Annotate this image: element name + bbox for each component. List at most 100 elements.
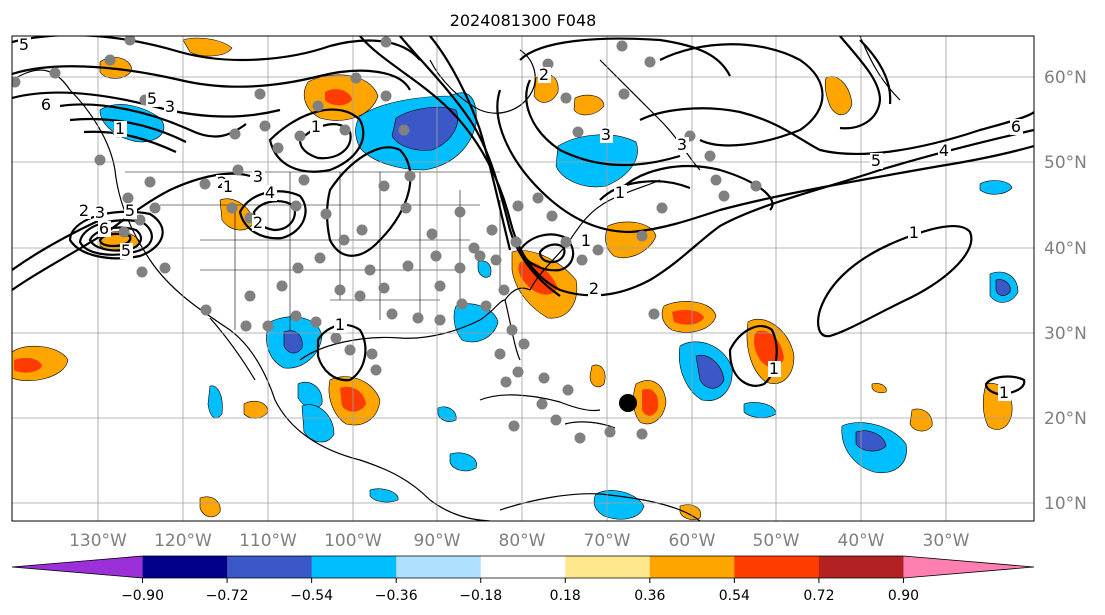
station-dot: [604, 426, 616, 438]
contour-label-bg: [908, 225, 921, 241]
station-dot: [468, 242, 480, 254]
contour-label-bg: [538, 67, 551, 83]
station-dot: [616, 40, 628, 52]
contour-line: [519, 37, 731, 77]
shading-layer: [12, 37, 1019, 520]
contour-label-bg: [264, 185, 277, 201]
colorbar-bin: [142, 556, 228, 578]
contour-labels: 56531235234651213123165421111: [18, 35, 1023, 402]
contour-line: [359, 36, 1034, 297]
station-dot: [298, 174, 310, 186]
map-frame: [11, 35, 1035, 522]
station-dot: [562, 384, 574, 396]
station-dot: [232, 164, 244, 176]
map-panel: 56531235234651213123165421111: [11, 35, 1035, 522]
latitude-label: 20°N: [1044, 409, 1087, 429]
contour-label-bg: [310, 119, 323, 135]
contour-label-bg: [114, 121, 127, 137]
longitude-label: 130°W: [69, 531, 127, 551]
longitude-label: 110°W: [239, 531, 297, 551]
contour-label-bg: [614, 185, 627, 201]
contour-line: [859, 39, 892, 105]
station-dot: [259, 120, 271, 132]
station-dot: [456, 298, 468, 310]
contour-label: 5: [19, 35, 29, 54]
colorbar-tick-label: −0.18: [459, 588, 502, 604]
station-dot: [532, 192, 544, 204]
station-dot: [312, 100, 324, 112]
colorbar-bin: [396, 556, 482, 578]
contour-label-bg: [146, 91, 159, 107]
station-dot: [500, 376, 512, 388]
station-dot: [104, 54, 116, 66]
contour-label: 2: [79, 201, 89, 220]
contour-line: [298, 123, 352, 160]
station-dot: [398, 124, 410, 136]
pos-anomaly: [824, 76, 853, 116]
neg-anomaly: [453, 303, 499, 343]
colorbar-tick-label: −0.90: [121, 588, 164, 604]
neg-anomaly: [979, 180, 1013, 195]
station-dot: [378, 180, 390, 192]
contour-label: 6: [1011, 117, 1021, 136]
contour-label-bg: [222, 179, 235, 195]
contour-line: [429, 36, 512, 251]
station-dot: [538, 372, 550, 384]
station-dot: [400, 202, 412, 214]
contour-line: [325, 146, 412, 257]
station-dot: [510, 236, 522, 248]
station-dot: [656, 202, 668, 214]
station-markers: [12, 36, 762, 444]
pos-anomaly: [589, 364, 606, 388]
station-dot: [550, 414, 562, 426]
neg-anomaly: [301, 404, 335, 443]
colorbar-tick-label: 0.90: [888, 588, 919, 604]
contour-label: 1: [615, 183, 625, 202]
station-dot: [199, 178, 211, 190]
station-dot: [518, 338, 530, 350]
contour-line: [496, 89, 1034, 234]
station-dot: [290, 310, 302, 322]
station-dot: [574, 432, 586, 444]
station-dot: [149, 202, 161, 214]
latitude-labels: 60°N 50°N 40°N 30°N 20°N 10°N: [1044, 68, 1087, 514]
colorbar-tick-label: 0.36: [634, 588, 665, 604]
station-dot: [200, 304, 212, 316]
contour-label-bg: [768, 361, 781, 377]
contour-line: [12, 91, 281, 118]
storm-center-marker: [619, 394, 637, 412]
station-dot: [750, 180, 762, 192]
contour-label-bg: [78, 203, 91, 219]
contour-line: [984, 375, 1026, 396]
contour-line: [817, 224, 973, 338]
station-dot: [572, 126, 584, 138]
station-dot: [636, 230, 648, 242]
station-dot: [710, 174, 722, 186]
contour-label: 6: [99, 219, 109, 238]
colorbar-extend-low: [12, 556, 143, 578]
contour-label: 1: [999, 383, 1009, 402]
contour-line: [538, 243, 566, 264]
contour-label: 2: [589, 279, 599, 298]
colorbar-tick-label: −0.54: [290, 588, 333, 604]
longitude-label: 30°W: [923, 531, 970, 551]
contour-label: 1: [115, 119, 125, 138]
longitude-label: 50°W: [753, 531, 800, 551]
station-dot: [486, 224, 498, 236]
longitude-label: 90°W: [414, 531, 461, 551]
contour-line: [518, 233, 575, 272]
contour-label: 3: [253, 167, 263, 186]
contour-label: 5: [147, 89, 157, 108]
latitude-label: 10°N: [1044, 494, 1087, 514]
station-dot: [290, 200, 302, 212]
station-dot: [262, 320, 274, 332]
station-dot: [254, 88, 266, 100]
station-dot: [546, 210, 558, 222]
contour-label: 1: [769, 359, 779, 378]
station-dot: [244, 290, 256, 302]
contour-line: [728, 324, 778, 387]
neg-anomaly-core: [283, 330, 303, 354]
colorbar-tick-label: 0.72: [803, 588, 834, 604]
neg-anomaly-core: [855, 430, 887, 452]
